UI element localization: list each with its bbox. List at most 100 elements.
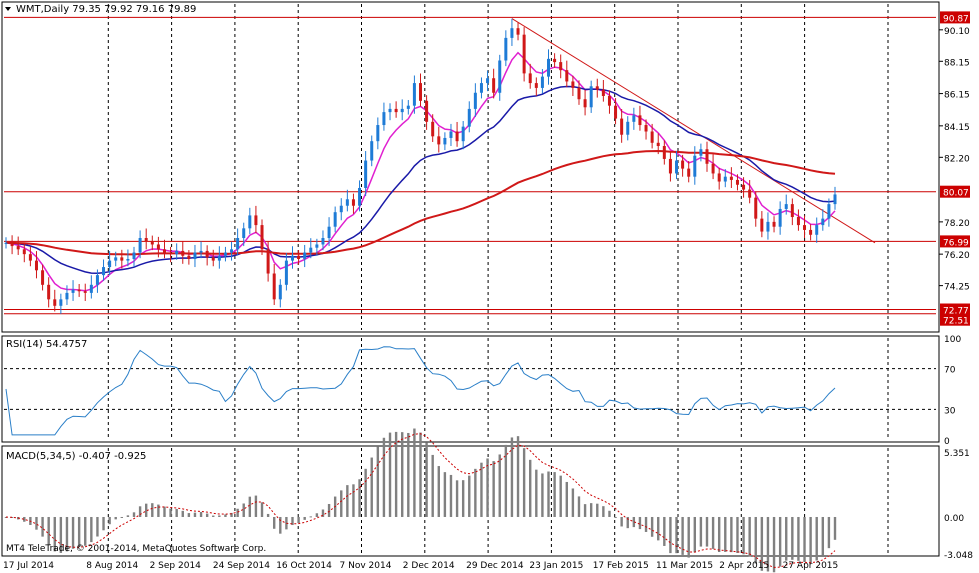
- candle-body: [778, 208, 782, 227]
- macd-bar: [620, 516, 623, 527]
- macd-tick-label: 0.00: [944, 514, 964, 524]
- macd-header: MACD(5,34,5) -0.407 -0.925: [6, 451, 146, 462]
- macd-bar: [108, 516, 111, 525]
- resistance-trendline: [511, 18, 876, 244]
- window-dropdown-icon[interactable]: [5, 7, 11, 11]
- time-label: 7 Nov 2014: [340, 561, 392, 571]
- macd-bar: [766, 516, 770, 572]
- macd-bar: [553, 472, 556, 517]
- candle-body: [467, 108, 471, 127]
- rsi-tick-label: 100: [944, 335, 961, 345]
- candle-body: [790, 204, 794, 218]
- candle-body: [571, 81, 575, 88]
- time-label: 29 Dec 2014: [466, 561, 524, 571]
- macd-bar: [602, 506, 605, 517]
- price-tick-label: 82.20: [944, 154, 970, 164]
- candle-body: [187, 255, 191, 259]
- macd-bar: [717, 516, 721, 553]
- candle-body: [309, 247, 313, 253]
- rsi-panel[interactable]: [1, 335, 940, 443]
- candle-body: [565, 70, 569, 82]
- macd-bar: [394, 431, 398, 517]
- candle-body: [41, 270, 45, 285]
- macd-bar: [468, 475, 471, 517]
- candle-body: [53, 299, 57, 306]
- candle-body: [486, 78, 490, 84]
- candle-body: [559, 62, 563, 71]
- candle-body: [59, 299, 63, 306]
- macd-bar: [242, 503, 245, 517]
- macd-bar: [809, 516, 812, 564]
- candle-body: [534, 83, 538, 88]
- candle-body: [290, 255, 294, 261]
- rsi-indicator: 100 70 30 0: [4, 335, 961, 447]
- candle-body: [150, 241, 154, 245]
- macd-bar: [309, 516, 312, 518]
- candle-body: [126, 258, 130, 261]
- macd-bar: [401, 432, 404, 517]
- macd-bar: [53, 516, 56, 552]
- macd-bar: [230, 512, 233, 517]
- candle-body: [425, 100, 429, 122]
- macd-bar: [77, 516, 81, 547]
- main-header: WMT,Daily 79.35 79.92 79.16 79.89: [16, 4, 196, 15]
- price-level-badge: [940, 303, 970, 316]
- candle-body: [236, 238, 240, 250]
- macd-bar: [419, 432, 422, 517]
- macd-bar: [199, 512, 203, 517]
- macd-bar: [151, 503, 154, 517]
- macd-bar: [461, 480, 465, 517]
- main-panel[interactable]: [1, 1, 940, 333]
- macd-bar: [47, 516, 50, 545]
- candle-body: [632, 115, 636, 122]
- macd-bar: [431, 454, 434, 517]
- macd-bar: [218, 515, 221, 517]
- macd-bar: [376, 446, 380, 517]
- macd-bar: [10, 516, 14, 518]
- macd-bar: [407, 432, 410, 517]
- macd-signal-line: [5, 433, 836, 568]
- macd-bar: [669, 516, 672, 554]
- candle-body: [230, 249, 234, 253]
- rsi-line: [5, 346, 836, 436]
- time-label: 23 Jan 2015: [529, 561, 583, 571]
- macd-bar: [96, 516, 99, 537]
- macd-bar: [742, 516, 745, 555]
- candle-body: [723, 176, 727, 182]
- candle-body: [656, 142, 660, 147]
- time-label: 17 Feb 2015: [593, 561, 649, 571]
- macd-indicator: 5.351 0.00 -3.048: [4, 428, 973, 573]
- macd-bar: [254, 495, 258, 517]
- time-label: 16 Oct 2014: [276, 561, 332, 571]
- macd-bar: [510, 437, 514, 517]
- price-level-label: 72.77: [943, 307, 969, 317]
- macd-bar: [608, 510, 611, 517]
- time-label: 2 Apr 2015: [719, 561, 769, 571]
- macd-bar: [224, 514, 227, 517]
- macd-bar: [236, 508, 239, 517]
- candle-body: [553, 58, 557, 63]
- candle-body: [693, 155, 697, 177]
- macd-bar: [279, 516, 282, 534]
- trendline[interactable]: [511, 18, 876, 244]
- macd-bar: [803, 516, 806, 563]
- candle-body: [681, 160, 685, 169]
- price-level-badge: [940, 185, 970, 198]
- macd-bar: [358, 479, 361, 517]
- macd-bar: [596, 503, 599, 517]
- time-label: 2 Sep 2014: [150, 561, 202, 571]
- macd-bar: [321, 509, 325, 517]
- macd-bar: [492, 461, 495, 517]
- macd-bar: [577, 496, 581, 517]
- price-tick-label: 74.25: [944, 283, 970, 293]
- candle-body: [809, 229, 813, 235]
- candle-body: [95, 275, 99, 285]
- candle-body: [364, 160, 368, 188]
- candle-body: [16, 246, 20, 250]
- candle-body: [77, 289, 81, 292]
- macd-bar: [437, 466, 440, 517]
- macd-bar: [626, 516, 629, 529]
- macd-panel[interactable]: [1, 445, 940, 557]
